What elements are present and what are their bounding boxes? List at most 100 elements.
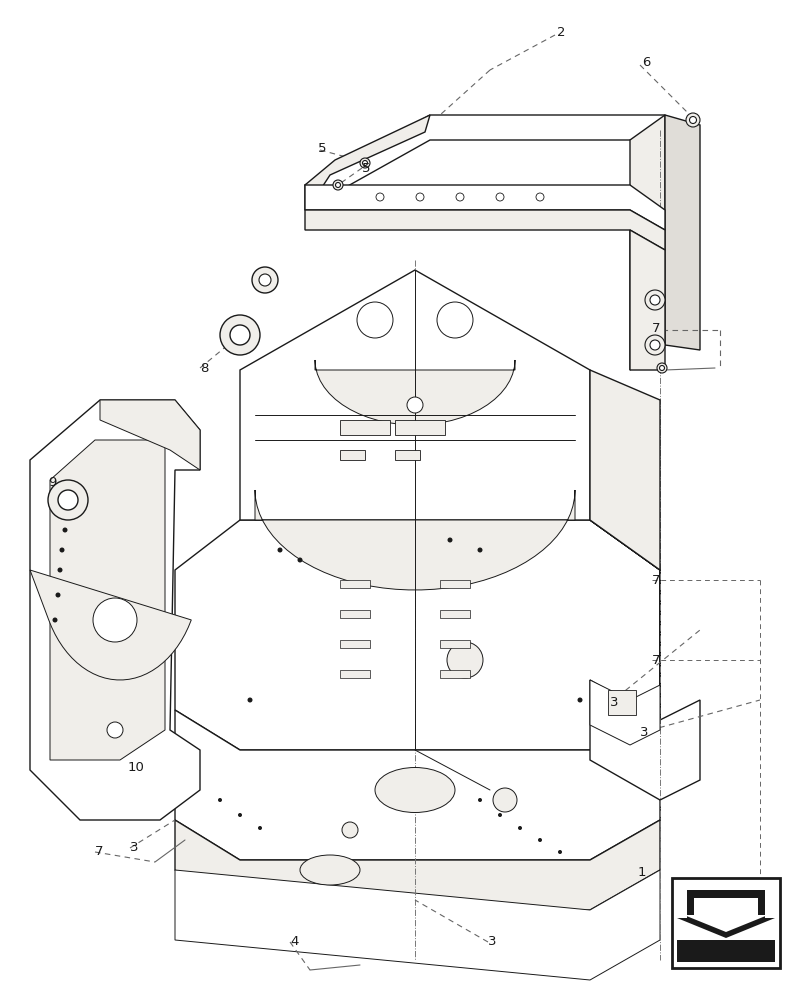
Circle shape (436, 302, 473, 338)
Polygon shape (30, 400, 200, 820)
Text: 4: 4 (290, 935, 298, 948)
Circle shape (357, 302, 393, 338)
Circle shape (535, 193, 543, 201)
Bar (440, 580, 470, 588)
Text: 5: 5 (318, 142, 326, 155)
Circle shape (456, 193, 463, 201)
Circle shape (333, 180, 342, 190)
Circle shape (48, 480, 88, 520)
Circle shape (53, 617, 58, 622)
Circle shape (656, 363, 666, 373)
Circle shape (93, 598, 137, 642)
Polygon shape (664, 115, 699, 350)
Circle shape (644, 335, 664, 355)
Bar (340, 670, 370, 678)
Text: 10: 10 (128, 761, 144, 774)
Circle shape (217, 798, 221, 802)
Circle shape (258, 826, 262, 830)
Circle shape (478, 798, 482, 802)
Circle shape (415, 193, 423, 201)
Circle shape (375, 193, 384, 201)
Polygon shape (315, 360, 514, 425)
Bar (394, 420, 444, 435)
Circle shape (297, 558, 303, 562)
Polygon shape (681, 886, 769, 943)
Circle shape (247, 698, 252, 702)
Bar (440, 610, 470, 618)
Text: 7: 7 (95, 845, 103, 858)
Ellipse shape (299, 855, 359, 885)
Polygon shape (305, 210, 664, 250)
Circle shape (447, 538, 452, 542)
Polygon shape (590, 680, 699, 800)
Polygon shape (629, 115, 664, 370)
Ellipse shape (375, 767, 454, 812)
Text: 6: 6 (642, 56, 650, 69)
Circle shape (251, 267, 277, 293)
Bar (340, 450, 365, 460)
Bar (340, 580, 370, 588)
Bar (340, 640, 370, 648)
Bar (672, 878, 779, 968)
Polygon shape (590, 680, 659, 745)
Circle shape (55, 592, 61, 597)
Circle shape (341, 822, 358, 838)
Polygon shape (175, 520, 659, 750)
Polygon shape (240, 270, 590, 520)
Circle shape (538, 838, 541, 842)
Circle shape (689, 117, 696, 124)
Polygon shape (175, 870, 659, 980)
Circle shape (477, 548, 482, 552)
Circle shape (496, 193, 504, 201)
Polygon shape (305, 185, 664, 230)
Circle shape (557, 850, 561, 854)
Circle shape (649, 295, 659, 305)
Polygon shape (683, 898, 767, 932)
Circle shape (335, 183, 340, 188)
Text: 3: 3 (130, 841, 139, 854)
Circle shape (230, 325, 250, 345)
Polygon shape (100, 400, 200, 470)
Bar (394, 450, 419, 460)
Bar (676, 940, 774, 962)
Circle shape (362, 161, 367, 166)
Circle shape (259, 274, 271, 286)
Polygon shape (590, 520, 659, 860)
Circle shape (517, 826, 521, 830)
Circle shape (659, 365, 663, 370)
Circle shape (406, 397, 423, 413)
Circle shape (685, 113, 699, 127)
Polygon shape (305, 115, 664, 210)
Bar (440, 670, 470, 678)
Polygon shape (676, 890, 774, 938)
Polygon shape (30, 570, 191, 680)
Circle shape (58, 490, 78, 510)
Circle shape (62, 528, 67, 532)
Text: 1: 1 (637, 866, 646, 879)
Circle shape (644, 290, 664, 310)
Circle shape (359, 158, 370, 168)
Circle shape (446, 642, 483, 678)
Bar (440, 640, 470, 648)
Circle shape (59, 548, 64, 552)
Circle shape (58, 568, 62, 572)
Circle shape (220, 315, 260, 355)
Text: 3: 3 (639, 726, 648, 740)
Circle shape (277, 548, 282, 552)
Circle shape (649, 340, 659, 350)
Text: 5: 5 (362, 162, 370, 175)
Bar (607, 690, 635, 715)
Text: 7: 7 (651, 322, 659, 334)
Bar (340, 420, 389, 435)
Circle shape (492, 788, 517, 812)
Text: 3: 3 (609, 696, 618, 710)
Circle shape (238, 813, 242, 817)
Text: 9: 9 (48, 476, 56, 488)
Circle shape (497, 813, 501, 817)
Polygon shape (175, 710, 659, 860)
Polygon shape (50, 440, 165, 760)
Polygon shape (629, 230, 664, 370)
Text: 2: 2 (556, 26, 564, 39)
Circle shape (577, 698, 581, 702)
Polygon shape (175, 820, 659, 910)
